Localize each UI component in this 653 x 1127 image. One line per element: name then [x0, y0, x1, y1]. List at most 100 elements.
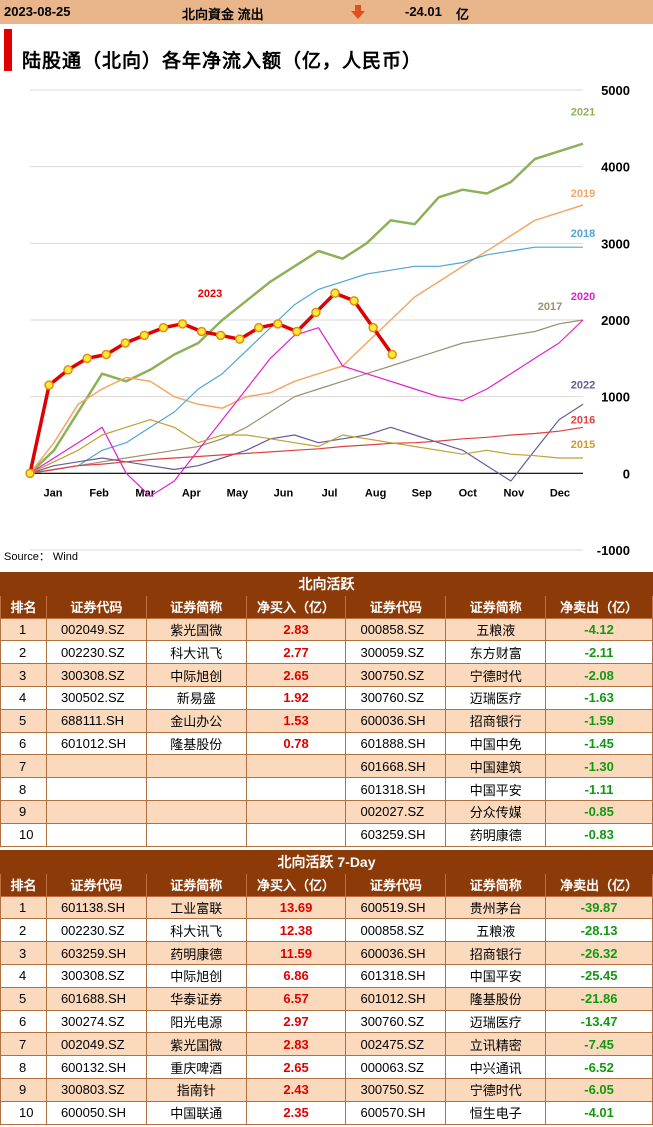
sell-code-cell: 603259.SH — [345, 822, 447, 847]
rank-cell: 10 — [0, 822, 47, 847]
net-buy-cell: 2.77 — [245, 640, 347, 665]
data-point — [120, 338, 131, 348]
sell-name-cell: 招商银行 — [445, 941, 547, 965]
table-row: 8 600132.SH 重庆啤酒 2.65 000063.SZ 中兴通讯 -6.52 — [0, 1055, 653, 1079]
buy-name-cell: 科大讯飞 — [145, 640, 247, 665]
column-header: 证券代码 — [45, 872, 147, 897]
sell-code-cell: 300750.SZ — [345, 1077, 447, 1102]
column-header: 证券简称 — [145, 594, 247, 619]
column-header: 证券代码 — [345, 872, 447, 897]
net-buy-cell: 2.43 — [245, 1077, 347, 1102]
series-line-2018 — [29, 246, 583, 474]
buy-name-cell: 隆基股份 — [145, 731, 247, 756]
rank-cell: 2 — [0, 918, 47, 943]
line-chart: 5000 4000 3000 2000 1000 0 -1000 Jan Feb Mar Apr Ma… — [25, 83, 630, 558]
net-sell-cell: -6.52 — [545, 1055, 653, 1079]
net-buy-cell — [245, 754, 347, 779]
data-point — [177, 319, 188, 329]
net-buy-cell: 6.86 — [245, 963, 347, 988]
sell-code-cell: 000858.SZ — [345, 617, 447, 642]
northbound-7day-table: 北向活跃 7-Day 排名 证券代码 证券简称 净买入（亿） 证券代码 证券简称 净卖出（亿）… — [0, 850, 653, 1125]
net-buy-cell: 2.83 — [245, 617, 347, 642]
net-buy-cell — [245, 799, 347, 824]
data-point — [254, 322, 264, 333]
buy-name-cell: 华泰证券 — [145, 986, 247, 1011]
net-sell-cell: -4.01 — [545, 1100, 653, 1125]
sell-code-cell: 000063.SZ — [345, 1055, 447, 1079]
buy-code-cell — [45, 777, 147, 801]
net-sell-cell: -21.86 — [545, 986, 653, 1011]
sell-code-cell: 601318.SH — [345, 963, 447, 988]
sell-code-cell: 600519.SH — [345, 895, 447, 920]
buy-name-cell: 科大讯飞 — [145, 918, 247, 943]
x-tick-label: May — [227, 487, 249, 499]
buy-code-cell: 002049.SZ — [45, 1032, 147, 1057]
data-point — [234, 334, 245, 344]
buy-name-cell: 金山办公 — [145, 708, 247, 733]
sell-name-cell: 中兴通讯 — [445, 1055, 547, 1079]
sell-name-cell: 药明康德 — [445, 822, 547, 847]
sell-name-cell: 贵州茅台 — [445, 895, 547, 920]
rank-cell: 8 — [0, 1055, 47, 1079]
data-point — [101, 349, 112, 360]
buy-code-cell: 600132.SH — [45, 1055, 147, 1079]
table-row: 1 601138.SH 工业富联 13.69 600519.SH 贵州茅台 -39.87 — [0, 895, 653, 920]
net-buy-cell: 2.35 — [245, 1100, 347, 1125]
column-header: 排名 — [0, 872, 47, 897]
title-accent-bar — [4, 29, 12, 71]
buy-code-cell: 300274.SZ — [45, 1009, 147, 1034]
buy-code-cell — [45, 799, 147, 824]
rank-cell: 5 — [0, 986, 47, 1011]
net-sell-cell: -13.47 — [545, 1009, 653, 1034]
sell-name-cell: 中国平安 — [445, 963, 547, 988]
net-sell-cell: -39.87 — [545, 895, 653, 920]
net-sell-cell: -1.30 — [545, 754, 653, 779]
x-tick-label: Dec — [550, 487, 570, 499]
y-tick-label: 2000 — [601, 313, 630, 328]
series-label: 2018 — [571, 228, 595, 240]
net-sell-cell: -0.83 — [545, 822, 653, 847]
data-point — [139, 330, 150, 341]
table-row: 7 002049.SZ 紫光国微 2.83 002475.SZ 立讯精密 -7.45 — [0, 1032, 653, 1057]
column-header: 净买入（亿） — [245, 594, 347, 619]
table-row: 2 002230.SZ 科大讯飞 2.77 300059.SZ 东方财富 -2.11 — [0, 640, 653, 665]
sell-code-cell: 600036.SH — [345, 941, 447, 965]
x-tick-label: Feb — [89, 487, 109, 499]
sell-name-cell: 中国中免 — [445, 731, 547, 756]
data-point — [63, 365, 73, 375]
sell-name-cell: 五粮液 — [445, 617, 547, 642]
series-line-2019 — [29, 204, 584, 474]
buy-code-cell: 688111.SH — [45, 708, 147, 733]
series-label: 2020 — [571, 291, 595, 303]
buy-name-cell — [145, 799, 247, 824]
data-point — [330, 288, 340, 298]
net-sell-cell: -6.05 — [545, 1077, 653, 1102]
column-header: 净买入（亿） — [245, 872, 347, 897]
net-sell-cell: -26.32 — [545, 941, 653, 965]
buy-code-cell: 002230.SZ — [45, 918, 147, 943]
sell-code-cell: 300059.SZ — [345, 640, 447, 665]
x-tick-label: Sep — [412, 487, 432, 499]
series-label: 2021 — [571, 107, 595, 119]
net-buy-cell: 2.83 — [245, 1032, 347, 1057]
rank-cell: 3 — [0, 941, 47, 965]
column-header: 净卖出（亿） — [545, 594, 653, 619]
rank-cell: 5 — [0, 708, 47, 733]
series-line-2015 — [29, 419, 583, 474]
buy-code-cell — [45, 754, 147, 779]
date-label: 2023-08-25 — [4, 4, 71, 19]
column-header: 净卖出（亿） — [545, 872, 653, 897]
series-label: 2019 — [571, 188, 595, 200]
x-tick-label: Aug — [365, 487, 386, 499]
buy-name-cell: 中际旭创 — [145, 963, 247, 988]
sell-code-cell: 601668.SH — [345, 754, 447, 779]
buy-code-cell: 601012.SH — [45, 731, 147, 756]
series-label: 2023 — [198, 288, 222, 300]
table-title: 北向活跃 7-Day — [0, 850, 653, 874]
northbound-active-table: 北向活跃 排名 证券代码 证券简称 净买入（亿） 证券代码 证券简称 净卖出（亿） 1 00204… — [0, 572, 653, 847]
buy-code-cell — [45, 822, 147, 847]
buy-name-cell: 中际旭创 — [145, 663, 247, 687]
buy-name-cell: 工业富联 — [145, 895, 247, 920]
net-buy-cell: 11.59 — [245, 941, 347, 965]
table-row: 6 601012.SH 隆基股份 0.78 601888.SH 中国中免 -1.45 — [0, 731, 653, 756]
